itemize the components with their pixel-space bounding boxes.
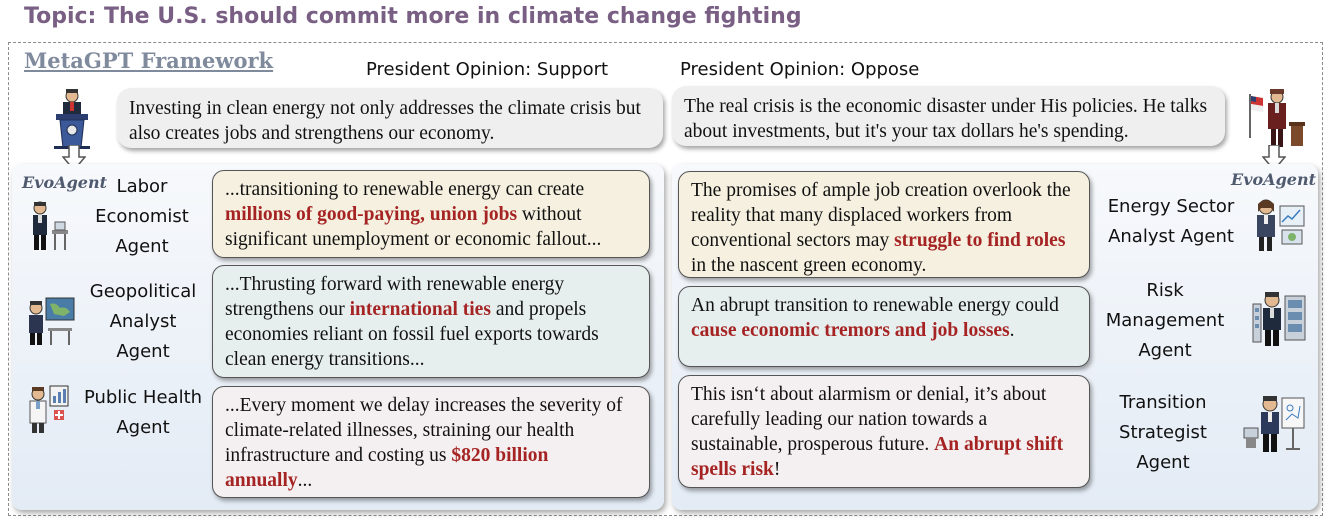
bubble-highlight: international ties bbox=[349, 299, 491, 320]
bubble-text: without significant unemployment or econ… bbox=[225, 204, 602, 250]
agent-name-line: Agent bbox=[1138, 340, 1192, 361]
public-health-icon bbox=[26, 382, 72, 434]
bubble-text: . bbox=[1009, 320, 1015, 341]
agent-name-line: Economist bbox=[95, 206, 189, 227]
agent-name-line: Agent bbox=[1136, 452, 1190, 473]
president-podium-icon bbox=[46, 86, 98, 150]
agent-name-line: Agent bbox=[116, 341, 170, 362]
support-opinion-label: President Opinion: Support bbox=[366, 59, 609, 80]
support-down-arrow bbox=[61, 144, 87, 172]
bubble-text: ...Thrusting forward with renewable ener… bbox=[225, 274, 565, 320]
agent-name-line: Public Health bbox=[83, 387, 203, 408]
agent-name-line: Strategist bbox=[1119, 422, 1207, 443]
agent-name-line: Risk bbox=[1146, 280, 1184, 301]
risk-manager-icon bbox=[1252, 290, 1306, 348]
public-health-label: Public Health Agent bbox=[76, 383, 210, 443]
topic-title: Topic: The U.S. should commit more in cl… bbox=[24, 4, 802, 29]
framework-frame bbox=[8, 42, 1323, 516]
agent-name-line: Management bbox=[1105, 310, 1225, 331]
framework-title: MetaGPT Framework bbox=[24, 48, 274, 73]
transition-strategist-icon bbox=[1242, 394, 1306, 454]
energy-analyst-label: Energy Sector Analyst Agent bbox=[1094, 192, 1248, 252]
bubble-text: An abrupt transition to renewable energy… bbox=[691, 295, 1059, 316]
risk-manager-label: Risk Management Agent bbox=[1100, 276, 1230, 366]
bubble-text: The promises of ample job creation overl… bbox=[691, 180, 1071, 251]
agent-name-line: Labor bbox=[116, 176, 168, 197]
energy-analyst-bubble: The promises of ample job creation overl… bbox=[678, 171, 1090, 278]
risk-manager-bubble: An abrupt transition to renewable energy… bbox=[678, 286, 1090, 367]
bubble-highlight: $820 billion annually bbox=[225, 445, 549, 491]
bubble-text: ...Every moment we delay increases the s… bbox=[225, 395, 623, 466]
support-speech-bubble: Investing in clean energy not only addre… bbox=[117, 88, 663, 148]
bubble-text: ...transitioning to renewable energy can… bbox=[225, 179, 585, 200]
labor-economist-bubble: ...transitioning to renewable energy can… bbox=[212, 170, 650, 258]
bubble-text: ! bbox=[773, 459, 781, 480]
bubble-highlight: cause economic tremors and job losses bbox=[691, 320, 1010, 341]
transition-strategist-label: Transition Strategist Agent bbox=[1100, 388, 1226, 478]
public-health-bubble: ...Every moment we delay increases the s… bbox=[212, 386, 650, 498]
agent-name-line: Geopolitical bbox=[89, 281, 197, 302]
oppose-speech-bubble: The real crisis is the economic disaster… bbox=[672, 86, 1225, 146]
bubble-highlight: millions of good-paying, union jobs bbox=[225, 204, 518, 225]
oppose-evoagent-label: EvoAgent bbox=[1231, 170, 1316, 189]
geopolitical-analyst-label: Geopolitical Analyst Agent bbox=[78, 277, 208, 367]
agent-name-line: Transition bbox=[1119, 392, 1207, 413]
geopolitical-analyst-icon bbox=[26, 294, 76, 346]
oppose-down-arrow bbox=[1261, 144, 1287, 172]
agent-name-line: Energy Sector bbox=[1107, 196, 1235, 217]
bubble-highlight: An abrupt shift spells risk bbox=[691, 434, 1064, 480]
oppose-opinion-label: President Opinion: Oppose bbox=[680, 59, 920, 80]
agent-name-line: Analyst Agent bbox=[1108, 226, 1234, 247]
geopolitical-analyst-bubble: ...Thrusting forward with renewable ener… bbox=[212, 265, 650, 378]
labor-economist-label: Labor Economist Agent bbox=[82, 172, 202, 262]
agent-name-line: Analyst bbox=[109, 311, 177, 332]
bubble-text: in the nascent green economy. bbox=[691, 255, 927, 276]
agent-name-line: Agent bbox=[115, 236, 169, 257]
bubble-text: ... bbox=[297, 470, 313, 491]
bubble-text: and propels economies reliant on fossil … bbox=[225, 299, 599, 370]
transition-strategist-bubble: This isn‘t about alarmism or denial, it’… bbox=[678, 375, 1090, 488]
support-evoagent-label: EvoAgent bbox=[22, 173, 107, 192]
bubble-highlight: struggle to find roles bbox=[894, 230, 1066, 251]
opponent-podium-icon bbox=[1245, 86, 1309, 150]
agent-name-line: Agent bbox=[116, 417, 170, 438]
energy-analyst-icon bbox=[1252, 196, 1306, 252]
labor-economist-icon bbox=[26, 200, 72, 252]
bubble-text: This isn‘t about alarmism or denial, it’… bbox=[691, 384, 1047, 455]
